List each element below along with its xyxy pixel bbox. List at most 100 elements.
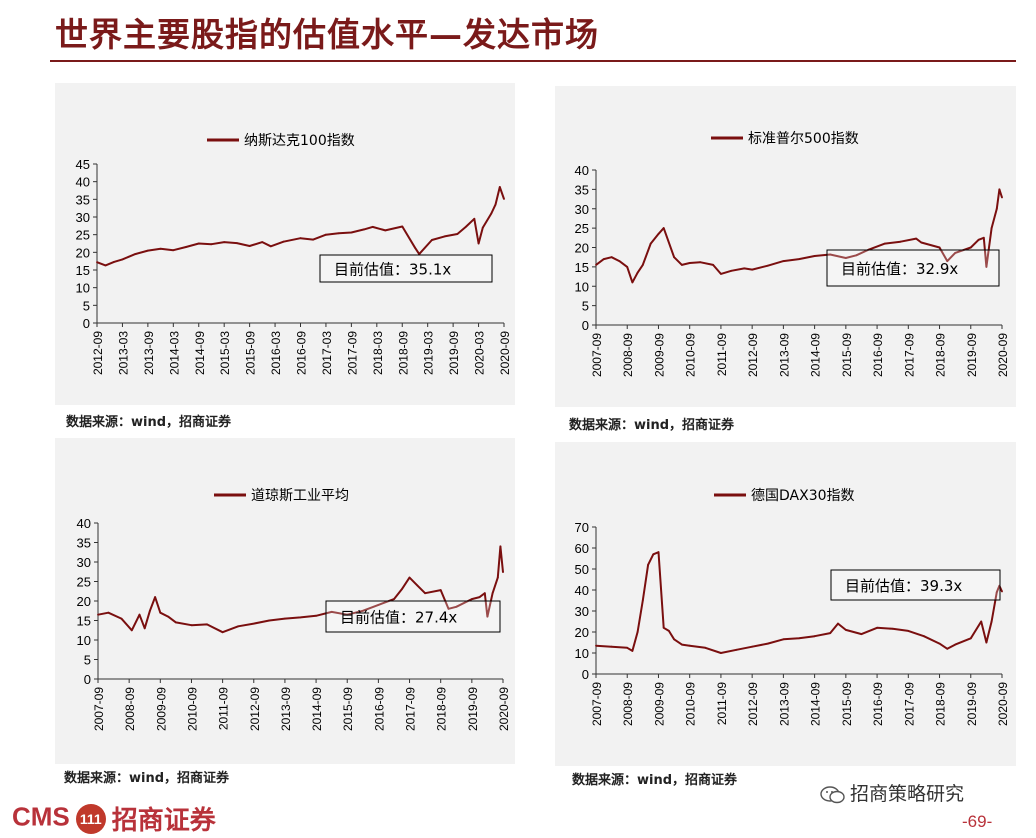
data-point [147, 249, 149, 252]
data-point [104, 264, 107, 267]
page-number: -69- [962, 812, 993, 831]
data-point [185, 246, 187, 248]
y-tick-label: 20 [77, 594, 91, 609]
data-point [704, 646, 707, 649]
data-point [662, 626, 665, 629]
data-point [120, 617, 123, 620]
data-point [618, 260, 621, 262]
x-tick-label: 2015-09 [341, 687, 355, 731]
x-tick-label: 2019-09 [466, 687, 480, 731]
title-divider [50, 60, 1016, 62]
data-point [688, 262, 691, 264]
chart-sp500: 0 5 10 15 20 25 30 35 40 2007-09 2008-09 2009-09 201… [575, 131, 1010, 377]
x-tick-label: 2008-09 [621, 682, 635, 726]
annotation-label: 目前估值：39.3x [845, 577, 962, 595]
y-tick-label: 10 [77, 633, 91, 648]
data-point [844, 257, 847, 259]
data-point [985, 266, 988, 268]
x-tick-label: 2018-09 [934, 333, 948, 377]
data-point [920, 241, 923, 244]
data-point [982, 236, 985, 239]
data-point [751, 268, 754, 271]
chart-dax: 0 10 20 30 40 50 60 70 2007-09 2008-09 2009-09 2010… [575, 488, 1010, 726]
page-title: 世界主要股指的估值水平—发达市场 [55, 15, 599, 54]
x-tick-label: 2014-09 [310, 687, 324, 731]
y-tick-label: 40 [575, 163, 589, 178]
data-point [730, 269, 733, 272]
x-tick-label: 2019-09 [965, 682, 979, 726]
data-point [439, 589, 442, 591]
data-point [330, 611, 333, 613]
brand-name: 招商证券 [111, 806, 216, 836]
x-tick-label: 2013-09 [777, 333, 791, 377]
x-tick-label: 2015-03 [218, 331, 232, 375]
data-point [477, 242, 480, 245]
x-tick-label: 2020-09 [996, 682, 1010, 726]
annotation-label: 目前估值：35.1x [334, 261, 451, 279]
data-point [977, 238, 980, 241]
data-point [252, 622, 255, 625]
source-note-3: 数据来源：wind，招商证券 [64, 771, 230, 786]
y-tick-label: 15 [77, 614, 91, 629]
data-point [159, 611, 162, 614]
data-point [907, 630, 910, 632]
data-point [751, 645, 754, 648]
x-tick-label: 2014-03 [167, 331, 181, 375]
data-point [486, 615, 489, 618]
x-tick-label: 2009-09 [652, 682, 666, 726]
data-point [798, 258, 800, 260]
x-tick-label: 2011-09 [715, 682, 729, 725]
data-point [657, 551, 660, 554]
x-tick-label: 2014-09 [193, 331, 207, 375]
data-point [113, 261, 115, 263]
data-point [681, 643, 683, 646]
data-point [610, 256, 613, 259]
data-point [96, 261, 98, 264]
source-note-4: 数据来源：wind，招商证券 [572, 773, 738, 788]
data-point [1001, 590, 1003, 593]
data-point [503, 198, 505, 200]
data-point [121, 258, 124, 261]
data-point [416, 584, 419, 587]
data-point [401, 225, 404, 228]
data-point [478, 596, 481, 598]
data-point [284, 617, 286, 620]
data-point [414, 246, 416, 249]
x-tick-label: 2012-09 [248, 687, 262, 731]
y-tick-label: 40 [76, 175, 90, 190]
data-point [499, 545, 502, 548]
data-point [167, 615, 169, 618]
wechat-label: 招商策略研究 [850, 783, 965, 805]
data-point [350, 231, 353, 234]
chart-panel-sp500: 0 5 10 15 20 25 30 35 40 2007-09 2008-09 2009-09 201… [555, 86, 1016, 407]
data-point [481, 226, 484, 229]
y-tick-label: 35 [76, 192, 90, 207]
data-point [662, 227, 665, 230]
chart-panel-dax: 0 10 20 30 40 50 60 70 2007-09 2008-09 2009-09 2010… [555, 442, 1016, 766]
data-point [720, 273, 722, 275]
data-point [154, 596, 156, 598]
series-line [96, 186, 505, 267]
y-tick-label: 15 [575, 260, 589, 275]
chart-panel-dow: 0 5 10 15 20 25 30 35 40 2007-09 2008-09 2009-09 201… [55, 438, 515, 764]
y-tick-label: 30 [575, 202, 589, 217]
y-tick-label: 0 [582, 667, 589, 682]
x-tick-label: 2018-03 [371, 331, 385, 375]
data-point [602, 258, 605, 260]
data-point [641, 599, 644, 602]
data-point [990, 620, 993, 623]
wechat-icon [820, 785, 845, 803]
y-tick-label: 10 [575, 646, 589, 661]
data-point [363, 228, 365, 231]
wechat-watermark: 招商策略研究 [820, 779, 964, 806]
x-tick-label: 2016-09 [372, 687, 386, 731]
y-tick-label: 15 [76, 263, 90, 278]
data-point [985, 641, 988, 644]
data-point [923, 635, 925, 638]
data-point [938, 246, 941, 249]
data-point [782, 260, 785, 262]
data-point [483, 592, 486, 595]
y-tick-label: 30 [76, 210, 90, 225]
x-tick-label: 2007-09 [92, 687, 106, 731]
data-point [1001, 196, 1003, 199]
